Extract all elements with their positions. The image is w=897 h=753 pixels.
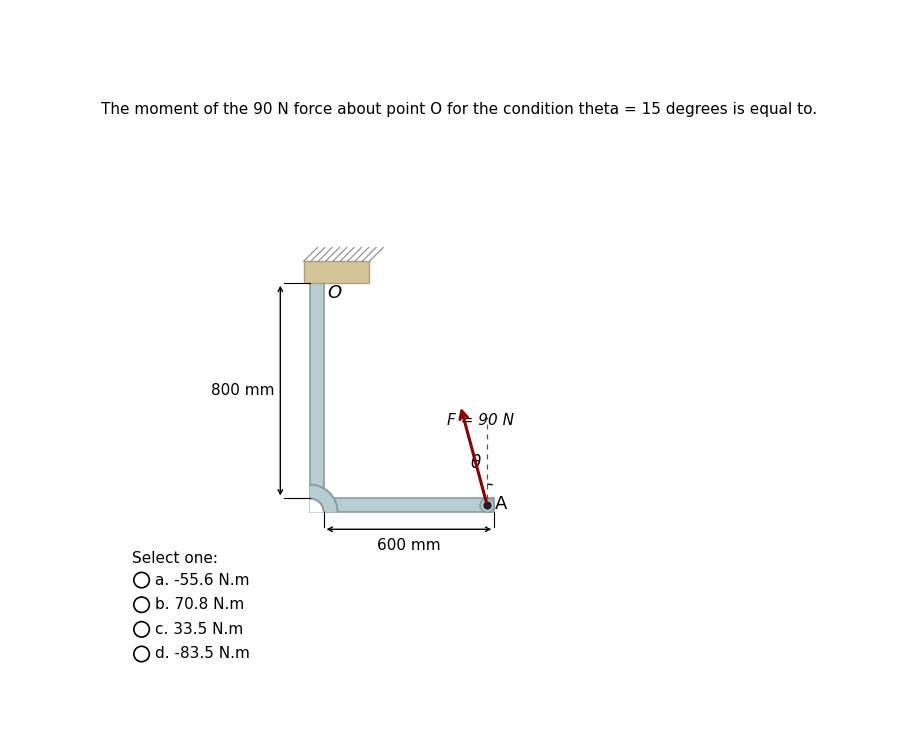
Wedge shape	[309, 498, 324, 512]
Text: 600 mm: 600 mm	[377, 538, 440, 553]
Text: θ: θ	[471, 454, 481, 472]
Text: O: O	[327, 285, 342, 303]
Text: c. 33.5 N.m: c. 33.5 N.m	[155, 622, 243, 637]
Circle shape	[480, 498, 494, 512]
Text: A: A	[495, 495, 508, 513]
Text: The moment of the 90 N force about point O for the condition theta = 15 degrees : The moment of the 90 N force about point…	[101, 102, 817, 117]
Text: F = 90 N: F = 90 N	[447, 413, 514, 428]
Text: d. -83.5 N.m: d. -83.5 N.m	[155, 647, 249, 661]
Wedge shape	[309, 485, 337, 512]
Text: Select one:: Select one:	[132, 551, 217, 566]
Wedge shape	[309, 498, 324, 512]
Bar	[303, 261, 370, 283]
Text: b. 70.8 N.m: b. 70.8 N.m	[155, 597, 244, 612]
Text: 800 mm: 800 mm	[211, 383, 274, 398]
Text: a. -55.6 N.m: a. -55.6 N.m	[155, 572, 249, 587]
Bar	[309, 498, 494, 512]
Bar	[309, 283, 324, 512]
